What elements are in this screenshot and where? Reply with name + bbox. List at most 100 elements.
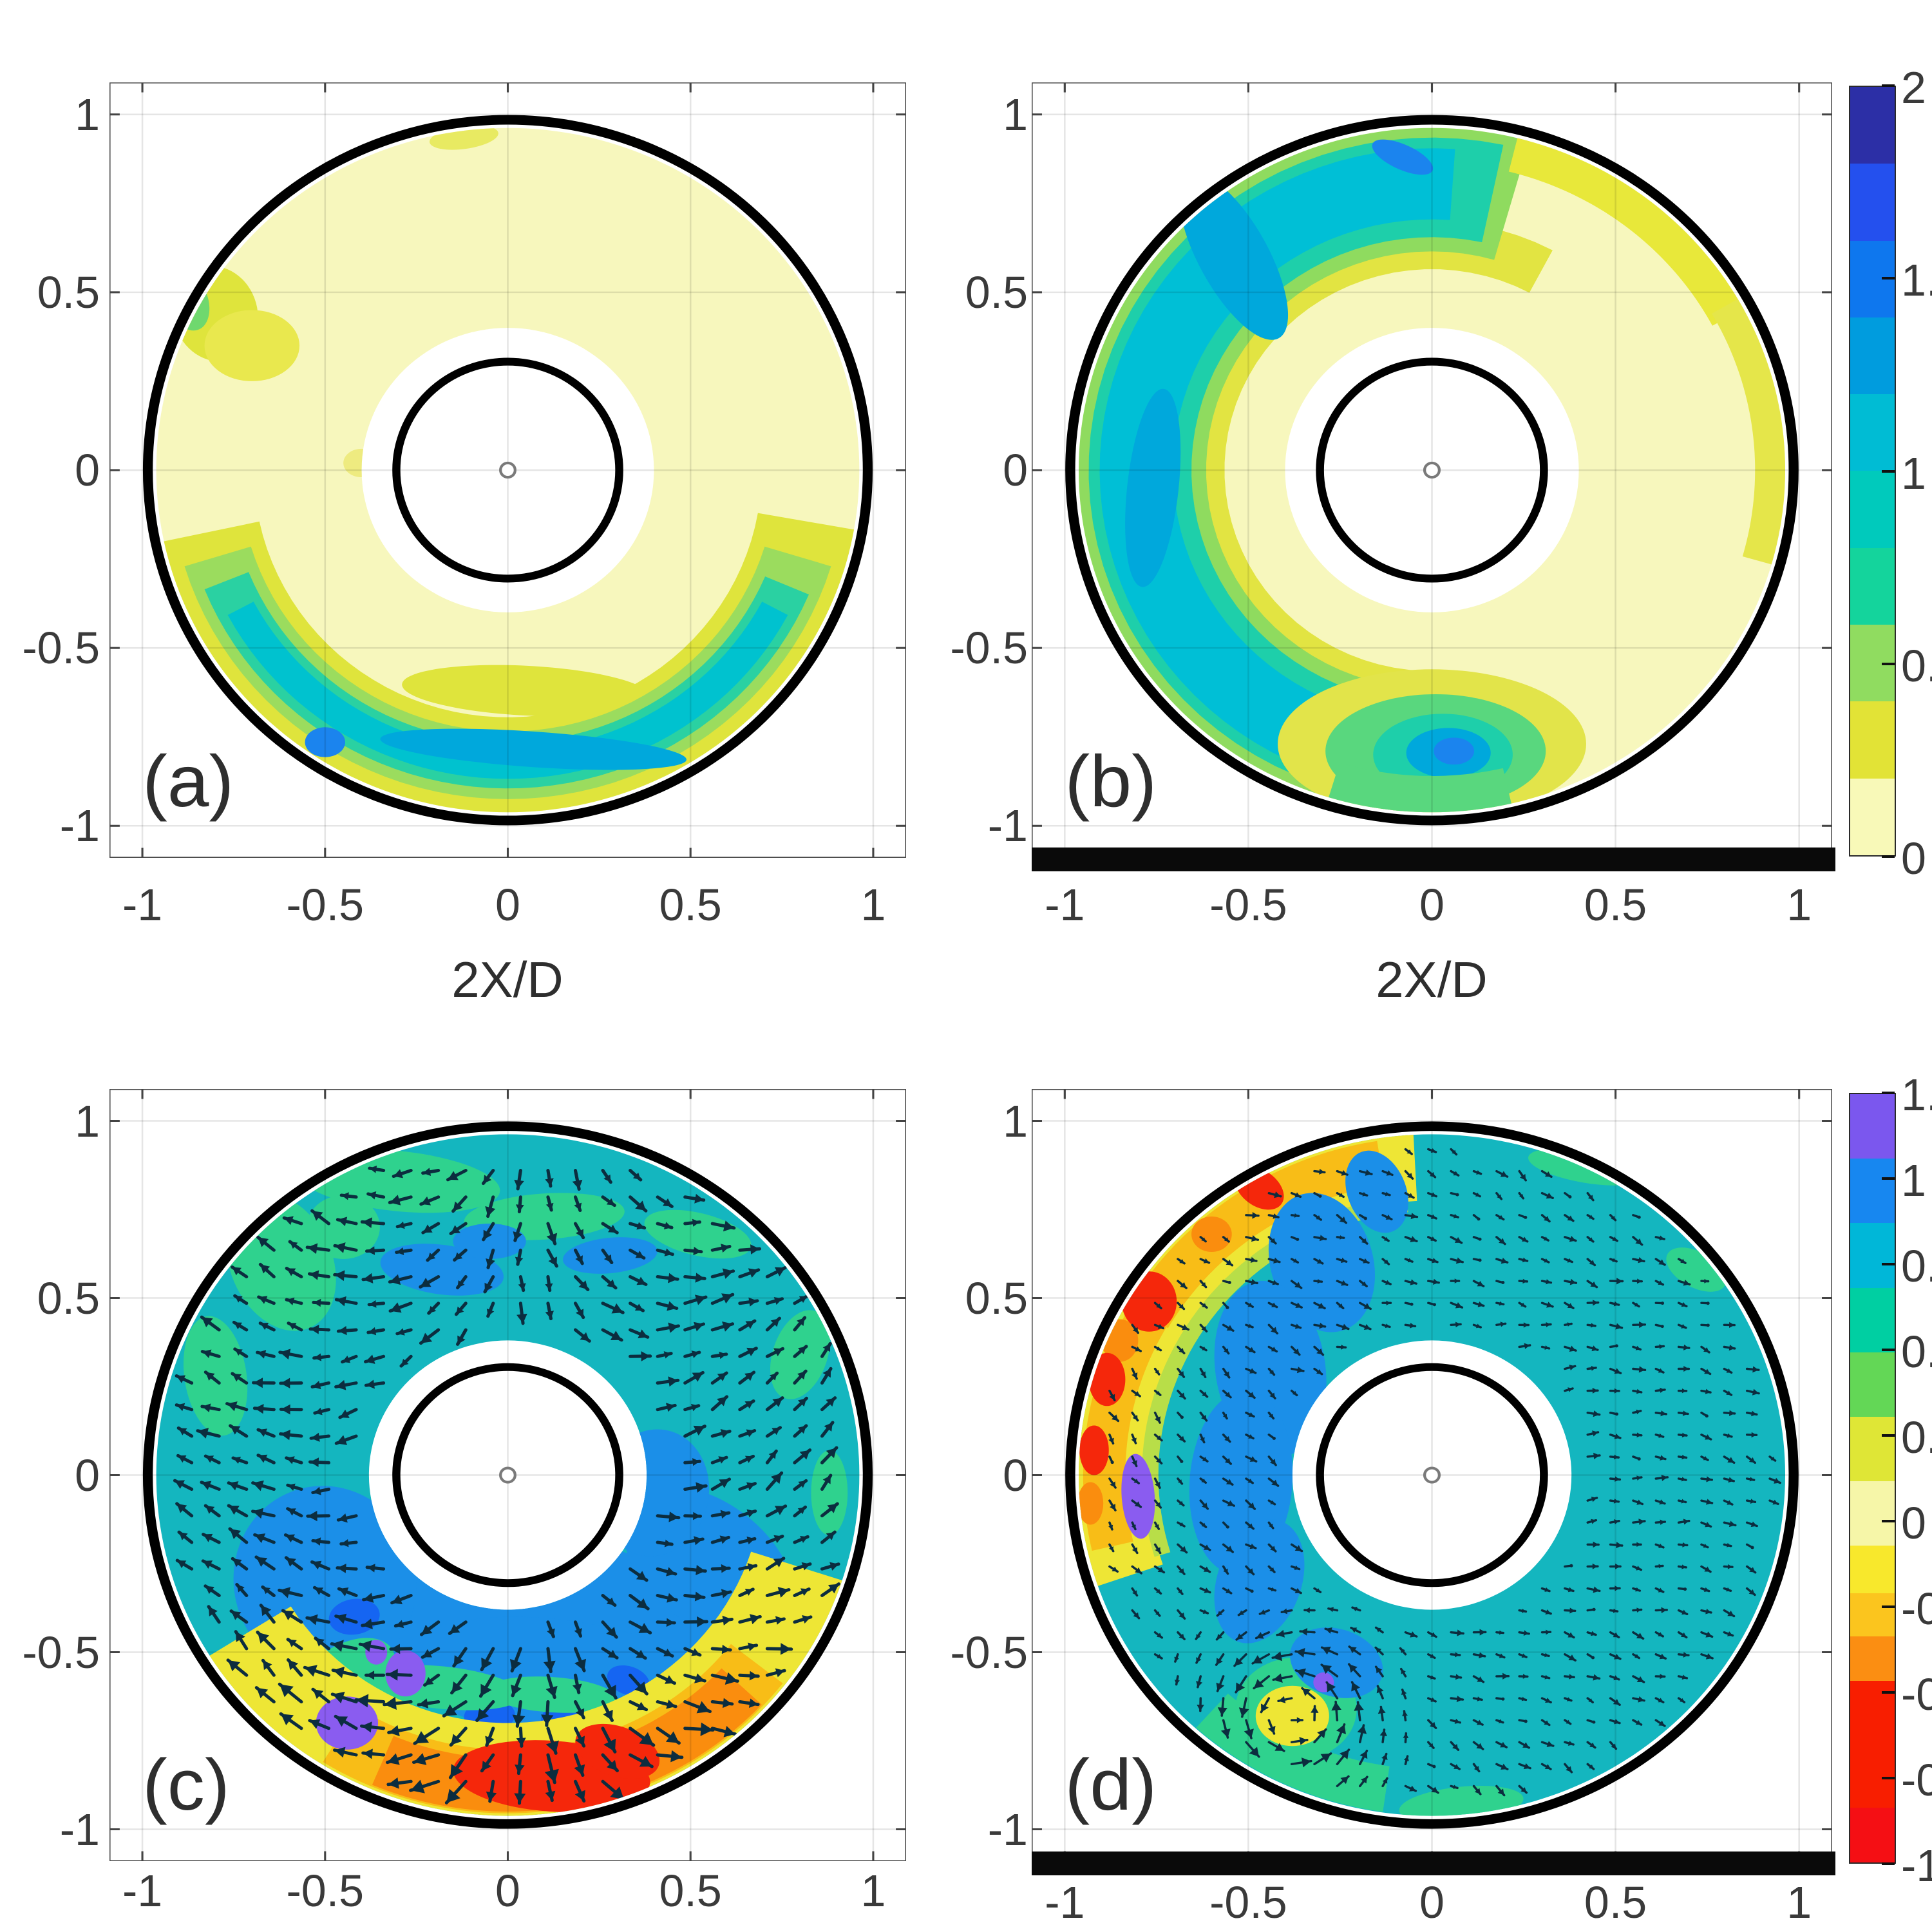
panel-b-xaxis-title: 2X/D	[1376, 951, 1488, 1008]
contour-patch	[1434, 737, 1475, 765]
inner-circle	[392, 1363, 623, 1587]
x-tick-label: 1	[1786, 1877, 1812, 1927]
contour-patch	[402, 665, 650, 717]
colorbar-band	[1850, 471, 1895, 548]
colorbar-tick-label: 0.25	[1901, 1412, 1932, 1463]
y-tick-label: 1	[1003, 89, 1028, 140]
contour-patch	[531, 438, 558, 460]
colorbar-tick-label: 0.75	[1901, 1241, 1932, 1291]
x-tick-label: 1	[1786, 880, 1812, 930]
x-tick-label: 0.5	[1584, 880, 1647, 930]
outer-circle	[1065, 1121, 1799, 1829]
colorbar-tick-mark	[1882, 1605, 1895, 1608]
colorbar-tick-mark	[1882, 1862, 1895, 1865]
y-tick-label: 1	[75, 1095, 100, 1146]
colorbar-tick-label: 1	[1901, 1155, 1926, 1206]
y-tick-label: 0	[1003, 1450, 1028, 1501]
contour-patch	[1290, 1627, 1383, 1698]
colorbar-tick-mark	[1882, 662, 1895, 665]
panel-b-canvas: (b)	[1032, 82, 1832, 858]
colorbar-band	[1850, 164, 1895, 241]
colorbar-tick-label: -0.5	[1901, 1669, 1932, 1719]
colorbar-band	[1850, 1352, 1895, 1417]
contour-patch	[453, 1224, 526, 1259]
x-tick-label: 0	[1419, 1877, 1444, 1927]
colorbar-top	[1849, 86, 1896, 857]
center-marker	[499, 461, 516, 479]
x-tick-label: -1	[122, 1866, 163, 1916]
axis-ticks	[109, 1089, 906, 1861]
colorbar-tick-label: 2	[1901, 62, 1926, 113]
panel-a-contour-plot: (a)	[109, 82, 906, 858]
colorbar-band	[1850, 87, 1895, 164]
colorbar-band	[1850, 1546, 1895, 1594]
colorbar-band	[1850, 1159, 1895, 1224]
colorbar-tick-label: 0	[1901, 1498, 1926, 1548]
contour-patch	[204, 310, 300, 381]
contour-patch	[1128, 1141, 1385, 1329]
panel-b-wall-bar	[1032, 848, 1835, 871]
colorbar-band	[1850, 394, 1895, 471]
x-tick-label: 0	[495, 1866, 520, 1916]
contour-patch	[227, 601, 788, 779]
x-tick-label: -0.5	[286, 880, 365, 930]
colorbar-tick-label: 0.5	[1901, 640, 1932, 691]
quiver-arrows	[173, 1165, 840, 1805]
y-tick-label: 0	[75, 445, 100, 495]
panel-a-xaxis-title: 2X/D	[451, 951, 564, 1008]
y-tick-label: 0.5	[37, 1273, 100, 1323]
x-tick-label: 0	[495, 880, 520, 930]
inner-circle	[392, 357, 623, 583]
colorbar-tick-mark	[1882, 1691, 1895, 1694]
y-tick-label: 0.5	[37, 267, 100, 317]
contour-patch	[307, 1195, 380, 1259]
colorbar-band	[1850, 1094, 1895, 1159]
colorbar-band	[1850, 1223, 1895, 1288]
contour-patch	[1179, 173, 1289, 340]
contour-patch	[1088, 1352, 1126, 1406]
y-tick-label: 0.5	[965, 1273, 1028, 1323]
panel-d-contour-plot: (d)	[1032, 1089, 1832, 1861]
contour-patch	[1125, 388, 1181, 587]
y-tick-label: 1	[1003, 1095, 1028, 1146]
panel-letter-label: (c)	[142, 1745, 230, 1826]
colorbar-tick-mark	[1882, 469, 1895, 473]
colorbar-tick-label: 1.25	[1901, 1070, 1932, 1120]
center-marker	[499, 1466, 516, 1484]
panel-d-wall-bar	[1032, 1852, 1835, 1875]
quiver-arrows	[1108, 1148, 1781, 1797]
y-tick-label: 0.5	[965, 267, 1028, 317]
panel-b-contour-plot: (b)	[1032, 82, 1832, 858]
colorbar-tick-mark	[1882, 1349, 1895, 1351]
x-tick-label: -0.5	[1209, 1877, 1287, 1927]
contour-patch	[1079, 1425, 1109, 1475]
contour-patch	[1712, 298, 1786, 565]
colorbar-band	[1850, 1593, 1895, 1637]
x-tick-label: -0.5	[1209, 880, 1287, 930]
colorbar-band	[1850, 1808, 1895, 1862]
contour-patch	[380, 728, 687, 770]
panel-c-canvas: (c)	[109, 1089, 906, 1861]
contour-patch	[1099, 148, 1455, 769]
colorbar-tick-label: 0.5	[1901, 1327, 1932, 1377]
y-tick-label: 1	[75, 89, 100, 140]
colorbar-tick-mark	[1882, 84, 1895, 87]
colorbar-bottom	[1849, 1093, 1896, 1864]
outer-circle	[142, 115, 873, 826]
panel-letter-label: (a)	[142, 741, 234, 822]
x-tick-label: 0	[1419, 880, 1444, 930]
center-marker	[1423, 1466, 1441, 1484]
colorbar-tick-mark	[1882, 277, 1895, 280]
contour-patch	[1328, 762, 1512, 813]
colorbar-tick-mark	[1882, 1263, 1895, 1265]
contour-patch	[343, 448, 380, 478]
colorbar-tick-label: -0.25	[1901, 1584, 1932, 1634]
y-tick-label: -1	[59, 1804, 100, 1855]
colorbar-tick-mark	[1882, 855, 1895, 858]
inner-circle	[1316, 357, 1548, 583]
outer-circle	[142, 1121, 873, 1829]
contour-patch	[1175, 221, 1553, 719]
colorbar-band	[1850, 1636, 1895, 1681]
y-tick-label: -0.5	[22, 1627, 100, 1678]
